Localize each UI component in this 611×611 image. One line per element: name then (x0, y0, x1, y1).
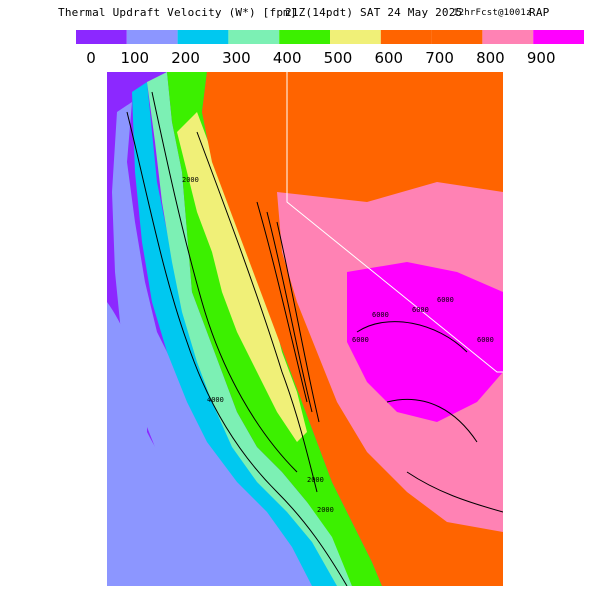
ocean-near-shore (107, 302, 277, 586)
legend-tick-label: 600 (374, 49, 403, 67)
contour-label: 6000 (372, 311, 389, 319)
legend-tick-label: 800 (476, 49, 505, 67)
title-model: RAP (529, 6, 550, 19)
legend-swatch (482, 30, 534, 44)
legend-tick-label: 500 (324, 49, 353, 67)
contour-label: 2000 (182, 176, 199, 184)
legend-swatch (177, 30, 229, 44)
legend-swatch (533, 30, 584, 44)
legend-swatch (228, 30, 280, 44)
terrain-contours (126, 91, 503, 586)
color-scale-legend: 0 100 200 300 400 500 600 700 800 900 (76, 30, 584, 67)
contour-label: 6000 (352, 336, 369, 344)
thermal-map: 2000 4000 6000 6000 6000 6000 6000 2000 2000 (107, 72, 503, 586)
legend-tick-label: 400 (273, 49, 302, 67)
title-product: Thermal Updraft Velocity (W*) [fpm] (58, 6, 297, 19)
central-valley (177, 112, 307, 442)
map-title: Thermal Updraft Velocity (W*) [fpm] 21Z(… (0, 6, 611, 22)
coastal-band (132, 82, 337, 586)
legend-swatch (380, 30, 432, 44)
contour-label: 2000 (307, 476, 324, 484)
legend-swatch (76, 30, 127, 44)
contour-labels: 2000 4000 6000 6000 6000 6000 6000 2000 2000 (182, 176, 494, 514)
legend-tick-label: 700 (425, 49, 454, 67)
legend-swatch (330, 30, 381, 44)
contour-label: 4000 (207, 396, 224, 404)
legend-tick-label: 300 (222, 49, 251, 67)
legend-tick-label: 100 (120, 49, 149, 67)
contour-label: 6000 (437, 296, 454, 304)
ocean-near-shore-north (112, 102, 327, 586)
state-boundary (286, 72, 503, 373)
legend-tick-label: 900 (527, 49, 556, 67)
magenta-core (347, 262, 503, 422)
contour-label: 2000 (317, 506, 334, 514)
title-valid-time: 21Z(14pdt) SAT 24 May 2025 (285, 6, 463, 19)
legend-swatch (126, 30, 178, 44)
legend-swatch (279, 30, 330, 44)
contour-label: 6000 (477, 336, 494, 344)
contour-label: 6000 (412, 306, 429, 314)
title-forecast: 12hrFcst@1001z (453, 8, 532, 18)
legend-tick-label: 200 (171, 49, 200, 67)
legend-swatch (431, 30, 483, 44)
legend-tick-label: 0 (86, 49, 96, 67)
